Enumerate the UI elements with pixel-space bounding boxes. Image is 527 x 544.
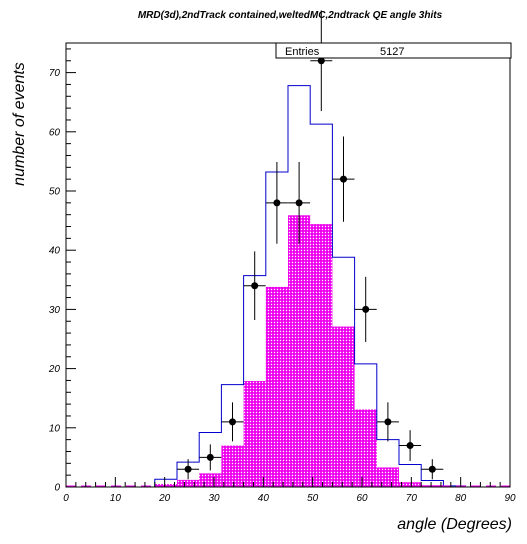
filled-bin [199, 473, 222, 487]
plot-area: 0 10 20 30 40 50 60 70 80 90 0 10 20 30 40 50 60 70 [48, 10, 516, 504]
x-tick-label: 50 [307, 493, 319, 504]
filled-bin [243, 381, 266, 487]
data-point [384, 418, 392, 426]
y-tick-label: 50 [49, 187, 61, 198]
chart-title: MRD(3d),2ndTrack contained,weltedMC,2ndt… [138, 10, 443, 21]
data-point [428, 465, 436, 473]
y-tick-label: 20 [48, 364, 61, 375]
data-point [295, 199, 303, 207]
data-point [406, 442, 414, 450]
data-point [362, 305, 370, 313]
data-point [251, 282, 259, 290]
data-point [229, 418, 236, 426]
filled-bin [221, 445, 244, 487]
x-tick-label: 10 [110, 493, 122, 504]
x-tick-label: 60 [356, 493, 368, 504]
data-point [273, 199, 281, 207]
filled-bin [265, 286, 288, 487]
y-tick-label: 0 [54, 483, 60, 494]
y-tick-label: 30 [49, 305, 61, 316]
y-tick-label: 60 [49, 127, 61, 138]
data-point [206, 453, 214, 461]
outline-histogram [66, 85, 510, 488]
x-tick-label: 0 [63, 493, 69, 504]
x-tick-label: 70 [406, 493, 418, 504]
y-tick-label: 70 [49, 68, 61, 79]
filled-bin [354, 409, 377, 487]
stats-box: Entries 5127 [275, 42, 512, 59]
data-point [317, 57, 325, 65]
y-axis-label: number of events [11, 62, 28, 186]
x-tick-label: 40 [258, 493, 270, 504]
x-tick-label: 20 [158, 493, 171, 504]
data-point [340, 175, 347, 183]
filled-bin [399, 482, 422, 487]
x-tick-label: 30 [208, 493, 220, 504]
y-tick-label: 10 [49, 423, 61, 434]
x-tick-label: 80 [455, 493, 467, 504]
filled-bin [376, 467, 399, 487]
x-tick-label: 90 [504, 493, 516, 504]
filled-bin [288, 215, 311, 487]
filled-bin [177, 479, 200, 487]
filled-bin [310, 224, 333, 488]
filled-bin [332, 326, 355, 487]
stats-entries-value: 5127 [380, 46, 404, 58]
y-tick-label: 40 [49, 246, 61, 257]
data-point [184, 465, 192, 473]
x-axis-label: angle (Degrees) [397, 516, 512, 533]
stats-entries-label: Entries [285, 46, 320, 58]
